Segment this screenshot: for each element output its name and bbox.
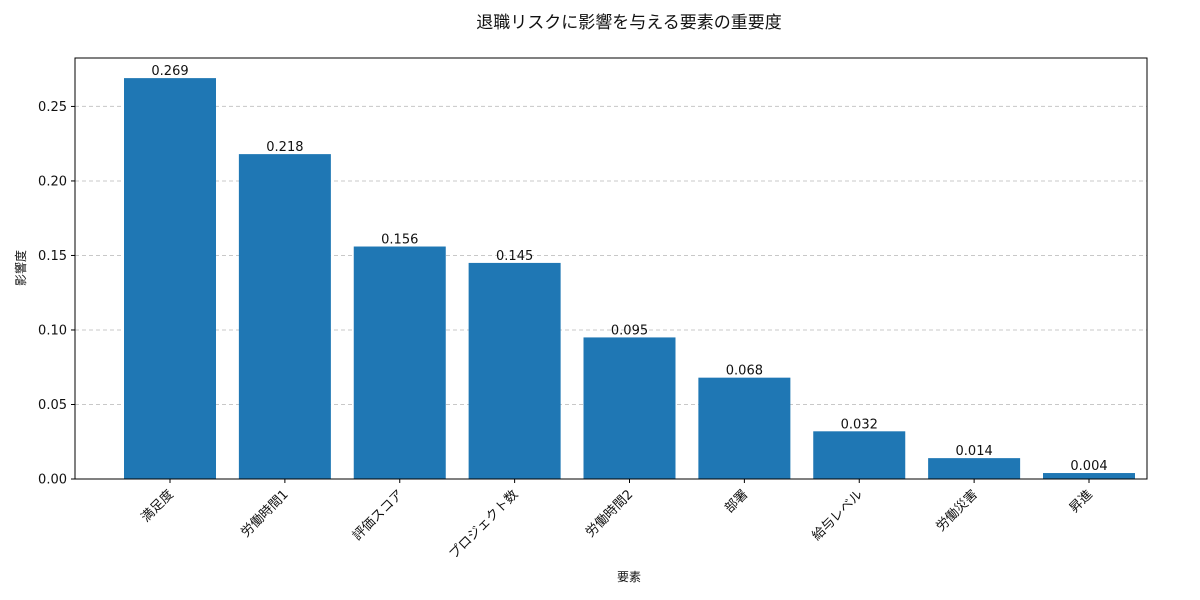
x-tick-label: プロジェクト数: [446, 487, 521, 562]
chart-title: 退職リスクに影響を与える要素の重要度: [476, 13, 782, 33]
x-tick-label: 評価スコア: [350, 487, 407, 544]
x-tick-label: 給与レベル: [809, 487, 866, 544]
x-tick-label: 部署: [722, 487, 751, 516]
plot-frame: [74, 57, 1148, 480]
bar: [813, 431, 906, 479]
bars: 0.269 0.218 0.156 0.145 0.095 0.068 0.032 0.014…: [124, 64, 1135, 479]
bar: [1043, 473, 1135, 479]
data-label: 0.014: [956, 444, 993, 459]
bar: [583, 337, 676, 479]
y-tick-label: 0.15: [38, 249, 67, 264]
x-tick-label: 労働時間2: [583, 487, 636, 540]
data-label: 0.068: [726, 364, 763, 379]
x-tick-label: 労働時間1: [238, 487, 291, 540]
data-label: 0.145: [496, 249, 533, 264]
bar: [698, 377, 791, 479]
bar: [468, 262, 561, 479]
data-label: 0.156: [381, 233, 418, 248]
data-label: 0.032: [841, 417, 878, 432]
y-tick-label: 0.20: [38, 174, 67, 189]
data-label: 0.269: [151, 64, 188, 79]
x-axis-ticks: 満足度 労働時間1 評価スコア プロジェクト数 労働時間2 部署 給与レベル 労働災害 昇進: [138, 479, 1096, 562]
data-label: 0.095: [611, 323, 648, 338]
y-axis-label: 影響度: [13, 250, 28, 286]
y-tick-label: 0.25: [38, 100, 67, 115]
x-tick-label: 満足度: [138, 487, 177, 526]
x-tick-label: 労働災害: [933, 487, 981, 535]
y-axis-ticks: 0.00 0.05 0.10 0.15 0.20 0.25: [38, 100, 75, 488]
y-tick-label: 0.10: [38, 323, 67, 338]
data-label: 0.218: [266, 140, 303, 155]
y-tick-label: 0.05: [38, 398, 67, 413]
bar: [124, 78, 216, 479]
bar: [928, 458, 1021, 479]
y-tick-label: 0.00: [38, 473, 67, 488]
x-tick-label: 昇進: [1067, 487, 1096, 516]
data-label: 0.004: [1070, 459, 1107, 474]
x-axis-label: 要素: [617, 570, 641, 584]
bar: [353, 246, 446, 479]
bar: [238, 154, 331, 479]
